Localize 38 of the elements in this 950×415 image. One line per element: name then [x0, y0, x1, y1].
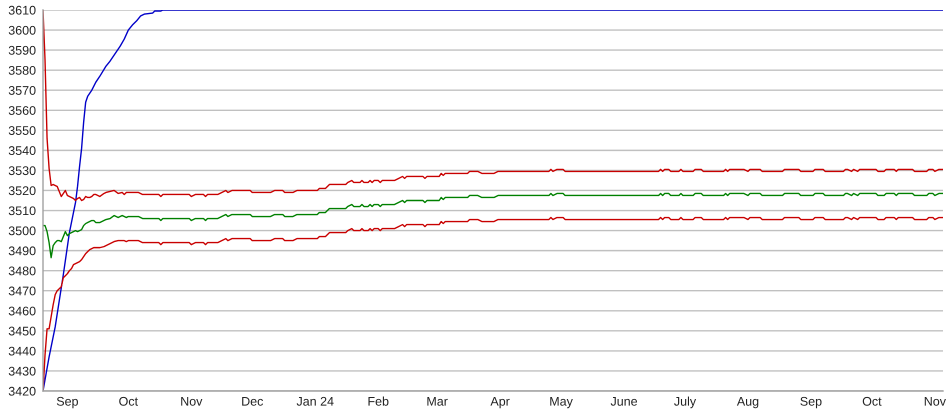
- y-tick-label: 3550: [8, 126, 36, 135]
- y-tick-label: 3590: [8, 46, 36, 55]
- y-tick-label: 3610: [8, 6, 36, 15]
- x-tick-label: Apr: [490, 397, 510, 408]
- y-tick-label: 3540: [8, 146, 36, 156]
- y-tick-label: 3600: [8, 26, 36, 35]
- y-tick-label: 3510: [8, 206, 36, 216]
- y-tick-label: 3460: [8, 306, 36, 316]
- x-tick-label: July: [674, 396, 696, 408]
- y-tick-label: 3490: [8, 246, 36, 256]
- y-tick-label: 3440: [8, 346, 36, 356]
- y-tick-label: 3420: [8, 386, 36, 396]
- y-tick-label: 3570: [8, 86, 36, 95]
- x-tick-label: Feb: [368, 396, 388, 406]
- y-tick-label: 3580: [8, 66, 36, 75]
- y-tick-label: 3530: [8, 166, 36, 176]
- x-tick-label: Sep: [800, 396, 822, 408]
- line-series: [43, 192, 943, 258]
- y-tick-label: 3480: [8, 266, 36, 276]
- x-tick-label: June: [610, 397, 638, 406]
- y-tick-label: 3520: [8, 186, 36, 196]
- x-tick-label: May: [550, 397, 573, 408]
- x-tick-label: Sep: [56, 396, 78, 408]
- line-series: [43, 10, 943, 391]
- y-tick-label: 3470: [8, 286, 36, 296]
- line-series: [43, 10, 943, 202]
- x-tick-label: Aug: [736, 397, 758, 408]
- x-tick-label: Jan 24: [296, 396, 334, 406]
- x-tick-label: Oct: [119, 396, 138, 406]
- y-tick-label: 3500: [8, 226, 36, 236]
- x-tick-label: Mar: [427, 397, 448, 406]
- x-tick-label: Nov: [924, 397, 946, 406]
- x-tick-label: Dec: [242, 397, 264, 406]
- x-tick-label: Nov: [181, 397, 202, 406]
- x-tick-label: Oct: [862, 396, 882, 406]
- y-tick-label: 3430: [8, 366, 36, 376]
- y-tick-label: 3560: [8, 106, 36, 115]
- y-tick-label: 3450: [8, 326, 36, 336]
